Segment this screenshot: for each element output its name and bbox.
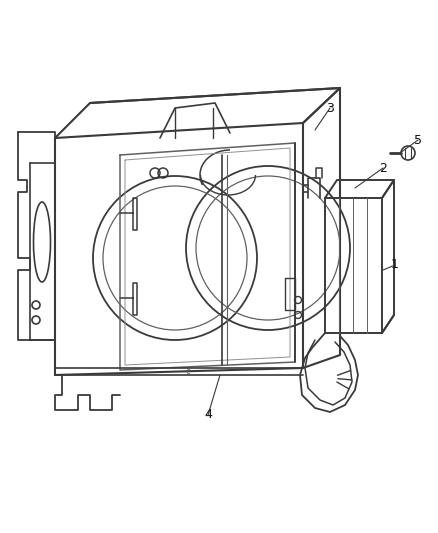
Text: 1: 1 <box>391 259 399 271</box>
Text: c: c <box>186 367 191 376</box>
Text: 5: 5 <box>414 133 422 147</box>
Text: 3: 3 <box>326 101 334 115</box>
Text: 2: 2 <box>379 161 387 174</box>
Text: 4: 4 <box>204 408 212 422</box>
